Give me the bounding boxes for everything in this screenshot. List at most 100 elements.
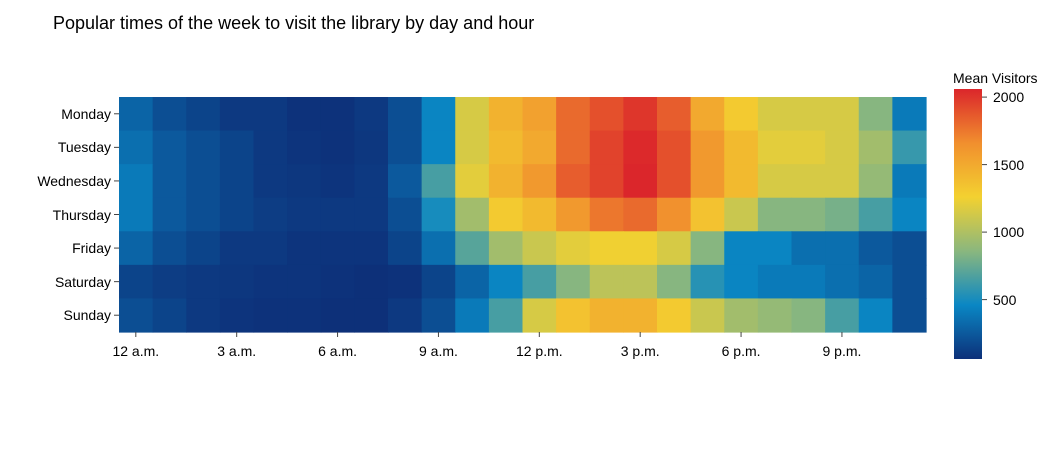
heatmap-cell — [287, 130, 322, 165]
heatmap-cell — [152, 231, 187, 266]
heatmap-cell — [152, 197, 187, 232]
heatmap-cell — [556, 264, 591, 300]
heatmap-cell — [892, 197, 927, 232]
heatmap-cell — [421, 197, 456, 232]
heatmap-cell — [488, 231, 524, 266]
heatmap-cell — [455, 97, 490, 132]
heatmap-cell — [724, 231, 759, 266]
heatmap-cell — [119, 97, 154, 132]
heatmap-cell — [488, 264, 524, 300]
heatmap-cell — [488, 130, 524, 165]
heatmap-cell — [757, 197, 793, 232]
heatmap-cell — [455, 164, 490, 199]
heatmap-cell — [219, 298, 255, 333]
heatmap-cell — [522, 164, 557, 199]
y-tick-label: Monday — [61, 105, 111, 122]
heatmap-cell — [657, 164, 692, 199]
heatmap-cell — [757, 298, 793, 333]
heatmap-cell — [119, 231, 154, 266]
heatmap-cell — [589, 264, 624, 300]
heatmap-cell — [320, 298, 355, 333]
heatmap-cell — [320, 197, 355, 232]
heatmap-cell — [421, 264, 456, 300]
heatmap-cell — [421, 231, 456, 266]
heatmap-cell — [253, 197, 288, 232]
y-tick-label: Sunday — [63, 307, 111, 324]
heatmap-cell — [186, 130, 221, 165]
heatmap-cell — [186, 231, 221, 266]
heatmap-cell — [455, 298, 490, 333]
heatmap-cell — [623, 164, 658, 199]
colorbar-tick-label: 2000 — [993, 89, 1025, 106]
heatmap-cell — [152, 264, 187, 300]
x-tick-label: 3 p.m. — [620, 343, 660, 359]
heatmap-cell — [388, 130, 423, 165]
heatmap-cell — [522, 264, 557, 300]
heatmap-cell — [320, 231, 355, 266]
heatmap-cell — [825, 231, 860, 266]
heatmap-cell — [858, 197, 893, 232]
heatmap-cell — [421, 97, 456, 132]
heatmap-cell — [455, 197, 490, 232]
heatmap-cell — [690, 97, 725, 132]
heatmap-cell — [488, 197, 524, 232]
heatmap-cell — [354, 197, 389, 232]
heatmap-cell — [287, 298, 322, 333]
heatmap-cell — [791, 197, 826, 232]
heatmap-cell — [388, 164, 423, 199]
heatmap-cell — [320, 164, 355, 199]
heatmap-cell — [791, 97, 826, 132]
heatmap-cell — [522, 298, 557, 333]
heatmap-cell — [724, 130, 759, 165]
heatmap-cell — [825, 264, 860, 300]
heatmap-cell — [152, 130, 187, 165]
heatmap-cell — [287, 264, 322, 300]
heatmap-cell — [320, 130, 355, 165]
heatmap-cell — [690, 164, 725, 199]
heatmap-cell — [152, 298, 187, 333]
heatmap-cell — [186, 97, 221, 132]
heatmap-cell — [388, 298, 423, 333]
heatmap-cell — [455, 264, 490, 300]
heatmap-cell — [657, 231, 692, 266]
x-tick-label: 9 a.m. — [418, 343, 458, 359]
heatmap-cell — [892, 164, 927, 199]
heatmap-cell — [657, 298, 692, 333]
heatmap-cell — [892, 97, 927, 132]
heatmap-cell — [488, 97, 524, 132]
heatmap-cell — [825, 164, 860, 199]
y-tick-label: Saturday — [54, 273, 111, 290]
heatmap-cell — [488, 164, 524, 199]
x-tick-label: 6 p.m. — [721, 343, 761, 359]
heatmap-cell — [690, 264, 725, 300]
heatmap-cell — [757, 97, 793, 132]
x-tick-label: 9 p.m. — [822, 343, 862, 359]
heatmap-cell — [354, 264, 389, 300]
heatmap-cell — [623, 298, 658, 333]
heatmap-cell — [690, 298, 725, 333]
x-tick-label: 12 a.m. — [112, 343, 160, 359]
heatmap-cell — [623, 197, 658, 232]
heatmap-cell — [455, 130, 490, 165]
heatmap-cell — [219, 264, 255, 300]
y-tick-label: Wednesday — [37, 172, 111, 189]
heatmap-cell — [589, 164, 624, 199]
y-tick-label: Friday — [72, 240, 111, 257]
heatmap-cell — [623, 264, 658, 300]
heatmap-cell — [657, 197, 692, 232]
heatmap-cell — [354, 298, 389, 333]
heatmap-cell — [186, 264, 221, 300]
y-tick-label: Tuesday — [57, 139, 111, 156]
heatmap-cell — [690, 231, 725, 266]
heatmap-cell — [556, 164, 591, 199]
heatmap-cell — [488, 298, 524, 333]
heatmap-cell — [892, 264, 927, 300]
heatmap-cell — [791, 231, 826, 266]
heatmap-cell — [388, 197, 423, 232]
heatmap-cell — [791, 164, 826, 199]
heatmap-cell — [724, 97, 759, 132]
heatmap-cell — [724, 197, 759, 232]
heatmap-cell — [825, 130, 860, 165]
heatmap-cell — [589, 97, 624, 132]
